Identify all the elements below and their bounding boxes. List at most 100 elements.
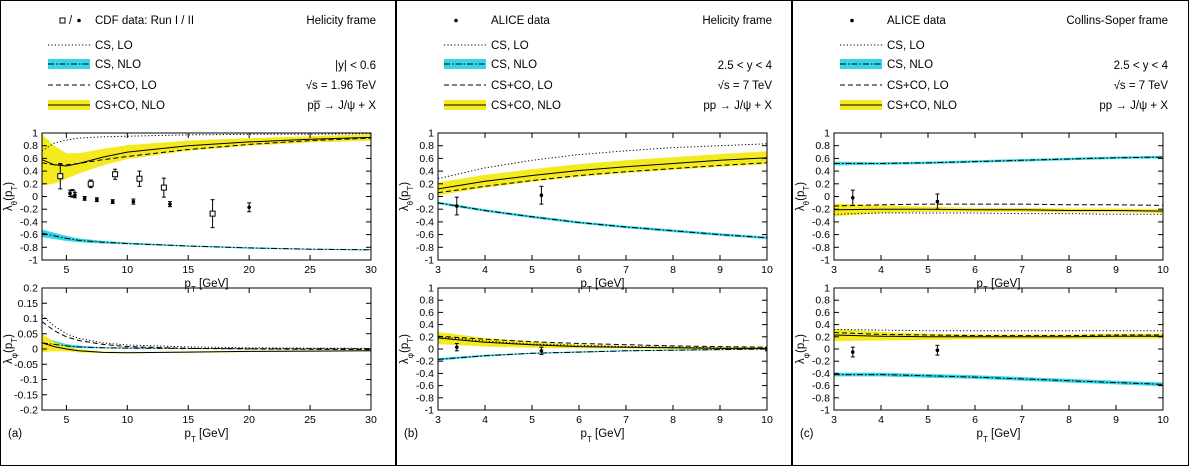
x-tick-label: 4: [482, 264, 488, 276]
data-point: [247, 205, 251, 210]
data-point-square: [136, 175, 143, 182]
line-cs-co-nlo: [438, 337, 767, 349]
y-tick-label: -0.6: [416, 229, 434, 241]
legend-line-label: CS, LO: [491, 40, 529, 52]
x-tick-label: 8: [670, 414, 676, 426]
y-tick-label: 0.15: [18, 298, 39, 310]
line-cs-co-lo: [438, 335, 767, 348]
data-point: [82, 196, 87, 201]
legend-data-label: CDF data: Run I / II: [95, 15, 194, 27]
y-tick-label: -0.15: [14, 389, 38, 401]
y-tick-label: 0: [32, 191, 38, 203]
y-tick-label: 0.05: [18, 328, 39, 340]
panel-tag: (c): [800, 428, 814, 440]
plot-area: [438, 331, 767, 361]
x-tick-label: 8: [1066, 264, 1072, 276]
data-point: [131, 199, 136, 204]
x-tick-label: 3: [435, 264, 441, 276]
y-tick-label: 0: [428, 191, 434, 203]
x-tick-label: 15: [182, 414, 194, 426]
x-axis-label: pT [GeV]: [977, 428, 1021, 444]
band-cs-co-nlo: [438, 151, 767, 196]
x-tick-label: 10: [121, 414, 133, 426]
y-axis-label: λθ(pT): [3, 182, 19, 211]
y-tick-label: 0: [824, 191, 830, 203]
x-tick-label: 3: [831, 414, 837, 426]
y-tick-label: 0.2: [419, 331, 434, 343]
plot-lambda_phi: 3 4 5 6 7 8 9 10 -1-0.8-0.6-0.4-0.200.20.40.60.8…: [399, 283, 773, 444]
plot-lambda_theta: 3 4 5 6 7 8 9 10 -1-0.8-0.6-0.4-0.200.20.40.60.8…: [399, 128, 773, 294]
legend-line-label: CS, NLO: [491, 59, 537, 71]
legend-data-label: ALICE data: [887, 15, 946, 27]
legend-slash: /: [69, 15, 73, 27]
x-tick-label: 5: [925, 414, 931, 426]
legend: ALICE data Helicity frame CS, LO CS, NLO CS+…: [404, 15, 773, 440]
line-cs-nlo: [438, 348, 767, 360]
x-tick-label: 4: [878, 264, 884, 276]
legend-line-label: CS+CO, LO: [491, 80, 553, 92]
y-tick-label: -0.8: [812, 392, 830, 404]
line-cs-co-lo: [438, 162, 767, 194]
plot-area: [834, 328, 1163, 387]
y-tick-label: 0.2: [815, 331, 830, 343]
legend-kinematics: pp → J/ψ + X: [1099, 100, 1168, 112]
band-cs-nlo: [834, 372, 1163, 387]
y-tick-label: 0.1: [23, 313, 38, 325]
data-point: [168, 202, 172, 206]
y-tick-label: 0.6: [419, 307, 434, 319]
y-tick-label: -0.6: [812, 229, 830, 241]
plot-frame: [833, 287, 1164, 411]
x-tick-label: 9: [1113, 414, 1119, 426]
y-tick-label: -0.6: [812, 380, 830, 392]
legend-dot-marker: [454, 18, 458, 23]
y-tick-label: -0.2: [812, 204, 830, 216]
y-tick-label: 0.8: [815, 140, 830, 152]
x-tick-label: 7: [1019, 414, 1025, 426]
y-axis-label: λφ(pT): [795, 334, 811, 364]
y-tick-label: 0.2: [23, 283, 38, 295]
y-tick-label: -0.8: [20, 242, 38, 254]
x-tick-label: 6: [576, 264, 582, 276]
y-tick-label: 0.4: [419, 166, 434, 178]
plot-lambda_theta: 5 10 15 20 25 30-1-0.8-0.6-0.4-0.200.20.40.60…: [3, 128, 377, 294]
y-tick-label: 1: [824, 283, 830, 295]
y-tick-label: -0.8: [812, 242, 830, 254]
y-tick-label: 0.6: [815, 153, 830, 165]
x-tick-label: 6: [972, 264, 978, 276]
y-tick-label: -1: [821, 255, 830, 267]
legend-kinematics: 2.5 < y < 4: [718, 60, 773, 72]
legend-line-label: CS+CO, LO: [95, 80, 157, 92]
legend-data-label: ALICE data: [491, 15, 550, 27]
y-tick-label: -1: [29, 255, 38, 267]
x-tick-label: 3: [831, 264, 837, 276]
x-tick-label: 25: [304, 414, 316, 426]
x-axis-label: pT [GeV]: [977, 278, 1021, 294]
y-tick-label: -1: [425, 255, 434, 267]
legend: ALICE data Collins-Soper frame CS, LO CS, N…: [800, 15, 1169, 440]
band-cs-co-nlo: [834, 328, 1163, 342]
y-tick-label: 1: [32, 128, 38, 140]
line-cs-lo: [42, 133, 371, 152]
line-cs-nlo: [438, 202, 767, 239]
y-tick-label: -1: [425, 405, 434, 417]
x-axis-label: pT [GeV]: [581, 278, 625, 294]
legend-kinematics: |y| < 0.6: [335, 60, 376, 72]
data-point-square: [87, 180, 94, 187]
y-tick-label: -0.8: [416, 392, 434, 404]
plot-frame: [833, 132, 1164, 261]
y-axis-label: λθ(pT): [795, 182, 811, 211]
legend-line-label: CS, LO: [887, 40, 925, 52]
y-tick-label: 0.4: [23, 166, 38, 178]
y-tick-label: 0.8: [419, 140, 434, 152]
y-tick-label: 1: [428, 283, 434, 295]
data-point: [851, 195, 855, 200]
legend-line-label: CS, LO: [95, 40, 133, 52]
y-tick-label: 0.6: [23, 153, 38, 165]
band-cs-nlo: [42, 336, 371, 349]
line-cs-co-nlo: [834, 208, 1163, 212]
plot-area: [42, 133, 371, 251]
x-tick-label: 10: [1157, 264, 1169, 276]
data-point: [95, 197, 99, 202]
panel-tag: (a): [8, 428, 22, 440]
y-tick-label: 0.4: [815, 166, 830, 178]
